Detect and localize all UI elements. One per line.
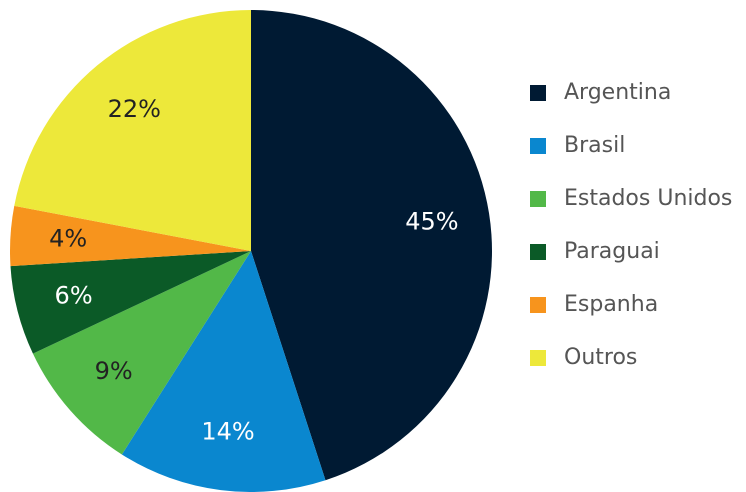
data-label: 14% xyxy=(201,418,254,446)
pie-slice xyxy=(32,251,252,455)
data-label: 45% xyxy=(405,207,458,235)
legend-swatch xyxy=(530,297,546,313)
legend-label: Brasil xyxy=(564,133,625,158)
legend-label: Outros xyxy=(564,345,637,370)
legend-swatch xyxy=(530,138,546,154)
legend-label: Argentina xyxy=(564,80,671,105)
legend-swatch xyxy=(530,244,546,260)
data-label: 6% xyxy=(55,282,93,310)
pie-slice xyxy=(251,10,493,481)
data-label: 9% xyxy=(95,357,133,385)
legend-label: Paraguai xyxy=(564,239,660,264)
pie-slice xyxy=(14,10,252,251)
pie-slice xyxy=(121,251,326,492)
legend-swatch xyxy=(530,350,546,366)
pie-slice xyxy=(9,205,251,267)
data-label: 4% xyxy=(49,224,87,252)
legend-label: Estados Unidos xyxy=(564,186,732,211)
legend-swatch xyxy=(530,191,546,207)
legend-label: Espanha xyxy=(564,292,658,317)
legend-swatch xyxy=(530,85,546,101)
data-label: 22% xyxy=(108,95,161,123)
pie-slice xyxy=(10,251,252,354)
